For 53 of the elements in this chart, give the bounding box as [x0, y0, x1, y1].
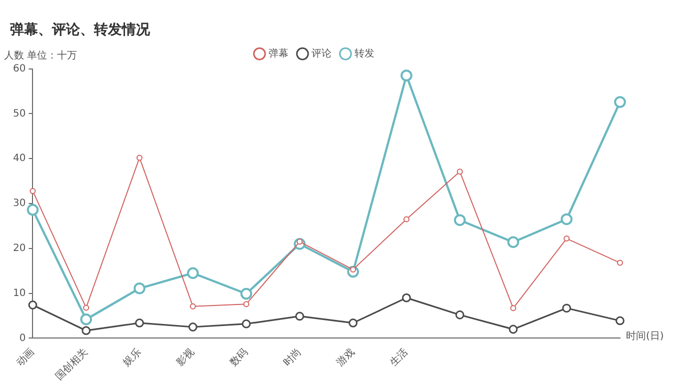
x-tick-label: 数码	[228, 346, 250, 369]
y-tick-label: 10	[12, 288, 26, 299]
x-tick-label: 动画	[14, 346, 37, 369]
y-tick-label: 30	[12, 198, 26, 210]
point	[402, 293, 411, 302]
y-tick-label: 20	[12, 243, 26, 254]
y-axis-title: 人数 单位：十万	[4, 49, 78, 62]
point	[295, 312, 304, 321]
point	[454, 214, 466, 226]
point	[136, 154, 142, 161]
point	[80, 313, 92, 326]
point	[135, 318, 144, 328]
point	[455, 310, 464, 320]
point	[348, 318, 358, 328]
x-axis-title: 时间(日)	[626, 330, 664, 342]
point	[616, 316, 624, 326]
point	[82, 326, 91, 336]
point	[560, 213, 573, 226]
point	[564, 236, 570, 242]
x-tick-label: 游戏	[334, 346, 358, 369]
x-tick-label: 生活	[388, 346, 410, 369]
point	[456, 168, 463, 175]
point	[403, 216, 410, 222]
x-tick-label: 影视	[174, 346, 197, 369]
y-tick-label: 50	[12, 108, 26, 120]
legend-label: 评论	[312, 47, 332, 60]
y-tick-label: 40	[12, 153, 26, 164]
point	[243, 301, 250, 308]
point	[190, 303, 196, 310]
point	[242, 319, 251, 328]
point	[134, 282, 146, 294]
chart-title: 弹幕、评论、转发情况	[10, 21, 151, 38]
y-tick-label: 0	[19, 332, 26, 344]
point	[26, 204, 39, 216]
point	[188, 322, 198, 332]
point	[510, 305, 516, 312]
x-tick-label: 时尚	[280, 346, 304, 369]
x-tick-label: 娱乐	[120, 346, 144, 369]
point	[240, 288, 252, 300]
point	[400, 70, 412, 82]
legend-label: 转发	[354, 47, 374, 60]
x-tick-label: 国创相关	[53, 346, 90, 383]
point	[507, 236, 520, 248]
point	[614, 96, 626, 108]
point	[28, 300, 38, 310]
point	[562, 304, 572, 313]
point	[508, 324, 518, 334]
legend-label: 弹幕	[268, 47, 288, 60]
y-tick-label: 60	[12, 63, 26, 74]
point	[30, 188, 36, 194]
point	[186, 267, 199, 280]
point	[83, 304, 90, 311]
point	[617, 260, 623, 266]
